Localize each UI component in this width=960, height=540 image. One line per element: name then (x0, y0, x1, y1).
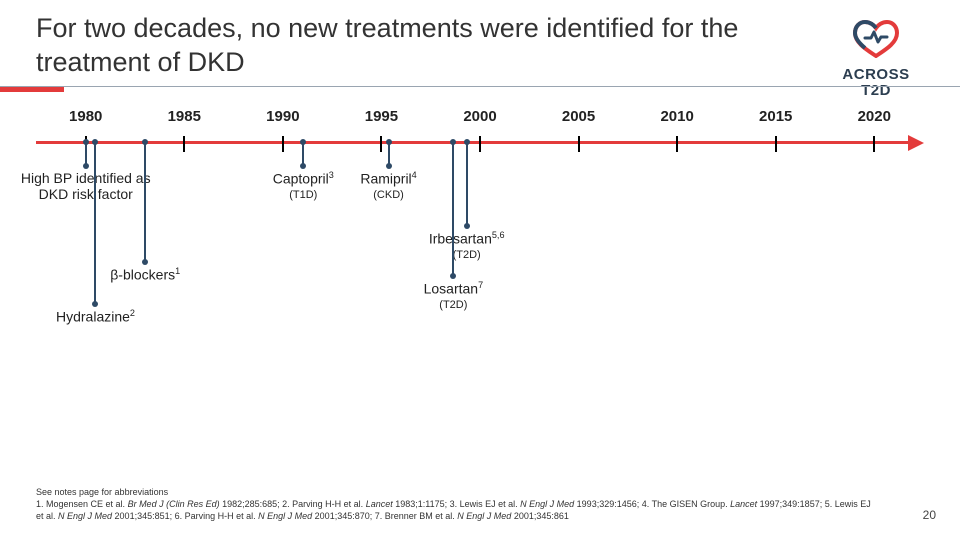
year-label: 2000 (463, 108, 496, 125)
event-dot (300, 139, 306, 145)
footer-references: 1. Mogensen CE et al. Br Med J (Clin Res… (36, 498, 876, 522)
event-dot (386, 163, 392, 169)
timeline-axis-wrap (36, 136, 924, 150)
event-name: Losartan7 (424, 280, 484, 297)
event-sub: (CKD) (360, 189, 416, 201)
timeline-axis (36, 141, 908, 144)
event-name: β-blockers1 (110, 266, 180, 283)
slide: For two decades, no new treatments were … (0, 0, 960, 540)
event-sub: (T2D) (424, 299, 484, 311)
event-dot (386, 139, 392, 145)
footer: See notes page for abbreviations 1. Moge… (36, 486, 876, 522)
event-dot (450, 273, 456, 279)
event-sub: (T1D) (273, 189, 334, 201)
year-label: 1990 (266, 108, 299, 125)
footer-note: See notes page for abbreviations (36, 486, 876, 498)
event-name: Captopril3 (273, 170, 334, 187)
event-dot (464, 223, 470, 229)
event-label-capto: Captopril3 (T1D) (273, 170, 334, 201)
event-label-irbe: Irbesartan5,6 (T2D) (429, 230, 505, 261)
header-divider (0, 86, 960, 92)
timeline-year-labels: 1980 1985 1990 1995 2000 2005 2010 2015 2020 (36, 108, 924, 130)
page-number: 20 (923, 508, 936, 522)
event-label-losa: Losartan7 (T2D) (424, 280, 484, 311)
event-dot (142, 139, 148, 145)
year-label: 2020 (858, 108, 891, 125)
event-lead (144, 142, 146, 262)
year-label: 1980 (69, 108, 102, 125)
event-label-hydra: Hydralazine2 (56, 308, 135, 325)
event-dot (92, 301, 98, 307)
logo-icon (853, 16, 899, 58)
year-label: 2005 (562, 108, 595, 125)
page-title: For two decades, no new treatments were … (36, 12, 796, 80)
event-sub: (T2D) (429, 249, 505, 261)
year-label: 2010 (660, 108, 693, 125)
event-label-hbp: High BP identified as DKD risk factor (21, 170, 151, 202)
timeline: 1980 1985 1990 1995 2000 2005 2010 2015 2020 Hig… (36, 108, 924, 400)
event-dot (83, 163, 89, 169)
logo-text: ACROSS T2D (816, 67, 936, 99)
event-label-beta: β-blockers1 (110, 266, 180, 283)
event-lead (452, 142, 454, 276)
year-label: 1995 (365, 108, 398, 125)
event-name: Irbesartan5,6 (429, 230, 505, 247)
event-dot (83, 139, 89, 145)
year-label: 2015 (759, 108, 792, 125)
event-name: High BP identified as DKD risk factor (21, 170, 151, 202)
event-dot (464, 139, 470, 145)
event-name: Hydralazine2 (56, 308, 135, 325)
event-label-rami: Ramipril4 (CKD) (360, 170, 416, 201)
event-dot (450, 139, 456, 145)
event-lead (466, 142, 468, 226)
event-lead (94, 142, 96, 304)
event-dot (92, 139, 98, 145)
event-dot (142, 259, 148, 265)
event-name: Ramipril4 (360, 170, 416, 187)
year-label: 1985 (168, 108, 201, 125)
event-dot (300, 163, 306, 169)
logo-line1: ACROSS (842, 66, 909, 83)
timeline-arrowhead (908, 135, 924, 151)
timeline-events: High BP identified as DKD risk factorβ-b… (36, 150, 924, 400)
